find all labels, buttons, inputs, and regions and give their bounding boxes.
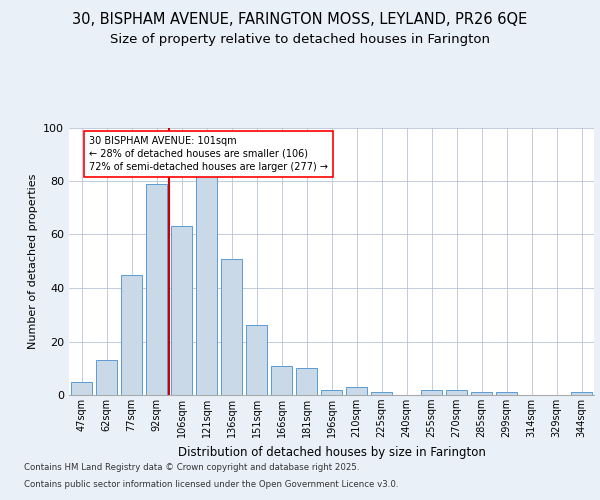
Bar: [196, 170, 217, 395]
Bar: [321, 390, 342, 395]
Bar: [446, 390, 467, 395]
Bar: [271, 366, 292, 395]
Bar: [421, 390, 442, 395]
Bar: [496, 392, 517, 395]
Text: Contains public sector information licensed under the Open Government Licence v3: Contains public sector information licen…: [24, 480, 398, 489]
Bar: [471, 392, 492, 395]
Bar: [121, 274, 142, 395]
Bar: [246, 326, 267, 395]
Text: 30 BISPHAM AVENUE: 101sqm
← 28% of detached houses are smaller (106)
72% of semi: 30 BISPHAM AVENUE: 101sqm ← 28% of detac…: [89, 136, 328, 172]
Bar: [371, 392, 392, 395]
Bar: [221, 258, 242, 395]
Y-axis label: Number of detached properties: Number of detached properties: [28, 174, 38, 349]
Text: Size of property relative to detached houses in Farington: Size of property relative to detached ho…: [110, 32, 490, 46]
Text: Contains HM Land Registry data © Crown copyright and database right 2025.: Contains HM Land Registry data © Crown c…: [24, 464, 359, 472]
Bar: [96, 360, 117, 395]
Bar: [71, 382, 92, 395]
Bar: [346, 387, 367, 395]
Text: 30, BISPHAM AVENUE, FARINGTON MOSS, LEYLAND, PR26 6QE: 30, BISPHAM AVENUE, FARINGTON MOSS, LEYL…: [73, 12, 527, 28]
Bar: [571, 392, 592, 395]
Bar: [146, 184, 167, 395]
X-axis label: Distribution of detached houses by size in Farington: Distribution of detached houses by size …: [178, 446, 485, 458]
Bar: [171, 226, 192, 395]
Bar: [296, 368, 317, 395]
